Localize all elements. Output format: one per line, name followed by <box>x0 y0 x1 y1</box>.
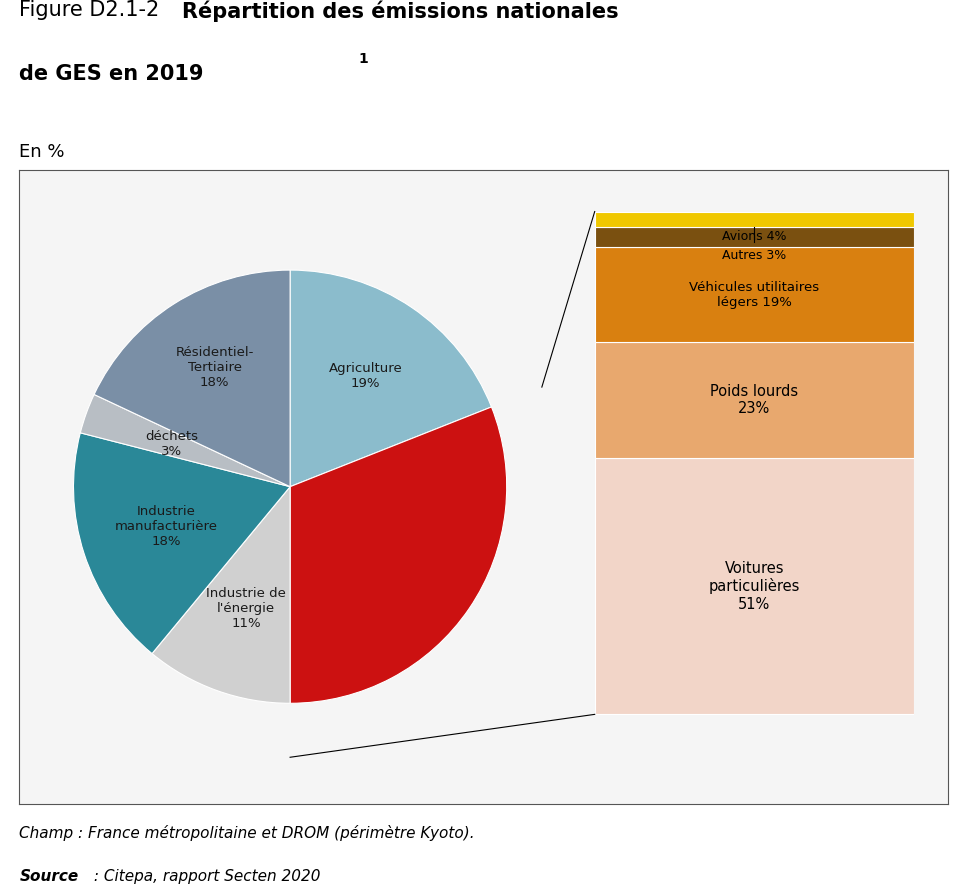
Text: Source: Source <box>19 869 78 884</box>
Text: Figure D2.1-2: Figure D2.1-2 <box>19 0 166 20</box>
Wedge shape <box>73 433 290 654</box>
Text: Autres 3%: Autres 3% <box>722 249 786 263</box>
Text: de GES en 2019: de GES en 2019 <box>19 64 204 84</box>
Text: Véhicules utilitaires
légers 19%: Véhicules utilitaires légers 19% <box>689 280 819 308</box>
Wedge shape <box>290 407 507 704</box>
Text: Industrie de
l'énergie
11%: Industrie de l'énergie 11% <box>206 588 286 630</box>
Wedge shape <box>80 395 290 487</box>
Text: Agriculture
19%: Agriculture 19% <box>329 362 402 389</box>
Bar <box>595 342 914 458</box>
Wedge shape <box>290 270 491 487</box>
Text: Champ : France métropolitaine et DROM (périmètre Kyoto).: Champ : France métropolitaine et DROM (p… <box>19 825 475 840</box>
Bar <box>595 227 914 246</box>
Text: En %: En % <box>19 143 65 161</box>
Text: déchets
3%: déchets 3% <box>145 430 198 458</box>
Bar <box>595 246 914 342</box>
Bar <box>595 212 914 227</box>
Text: Répartition des émissions nationales: Répartition des émissions nationales <box>182 0 619 21</box>
Wedge shape <box>152 487 290 704</box>
Text: 1: 1 <box>358 52 367 66</box>
Text: Résidentiel-
Tertiaire
18%: Résidentiel- Tertiaire 18% <box>175 346 254 389</box>
Text: : Citepa, rapport Secten 2020: : Citepa, rapport Secten 2020 <box>89 869 320 884</box>
Text: Poids lourds
23%: Poids lourds 23% <box>710 384 799 416</box>
Wedge shape <box>94 270 290 487</box>
Bar <box>595 458 914 714</box>
Text: Transports
31%: Transports 31% <box>363 546 432 573</box>
Text: Avions 4%: Avions 4% <box>722 230 786 243</box>
Text: Voitures
particulières
51%: Voitures particulières 51% <box>709 561 800 612</box>
Text: Industrie
manufacturière
18%: Industrie manufacturière 18% <box>115 505 218 548</box>
